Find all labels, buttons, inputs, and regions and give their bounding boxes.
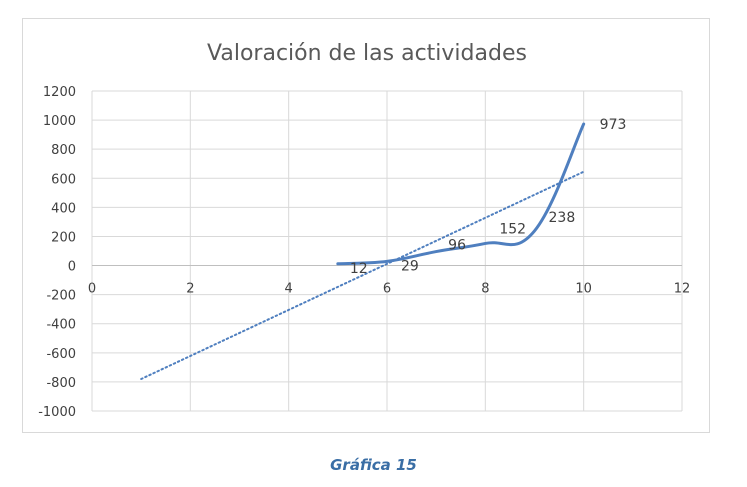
data-label: 29	[401, 258, 419, 274]
y-tick-label: -600	[46, 347, 76, 362]
x-tick-label: 2	[186, 282, 194, 297]
x-tick-label: 0	[88, 282, 96, 297]
x-tick-label: 12	[674, 282, 691, 297]
y-tick-label: 200	[51, 230, 76, 245]
data-label: 152	[499, 221, 526, 237]
grid-layer	[92, 91, 682, 411]
y-tick-label: -1000	[38, 405, 76, 420]
data-label: 96	[448, 238, 466, 254]
y-tick-label: 400	[51, 201, 76, 216]
data-label: 238	[549, 210, 576, 226]
x-tick-label: 6	[383, 282, 391, 297]
axis-layer: -1000 -800 -600 -400 -200 0 200 400 600 800 1000 12…	[38, 85, 690, 420]
y-tick-label: 1000	[43, 114, 76, 129]
y-tick-label: -800	[46, 376, 76, 391]
y-tick-label: 800	[51, 143, 76, 158]
y-tick-label: 600	[51, 172, 76, 187]
x-tick-label: 10	[575, 282, 592, 297]
label-layer: 12 29 96 152 238 973	[350, 117, 627, 277]
y-tick-label: -200	[46, 289, 76, 304]
chart-title: Valoración de las actividades	[207, 41, 527, 66]
x-tick-label: 8	[481, 282, 489, 297]
y-tick-label: -400	[46, 318, 76, 333]
y-tick-label: 0	[68, 260, 76, 275]
x-tick-label: 4	[285, 282, 293, 297]
y-tick-label: 1200	[43, 85, 76, 100]
data-label: 12	[350, 261, 368, 277]
data-label: 973	[600, 117, 627, 133]
figure-caption: Gráfica 15	[0, 456, 747, 474]
